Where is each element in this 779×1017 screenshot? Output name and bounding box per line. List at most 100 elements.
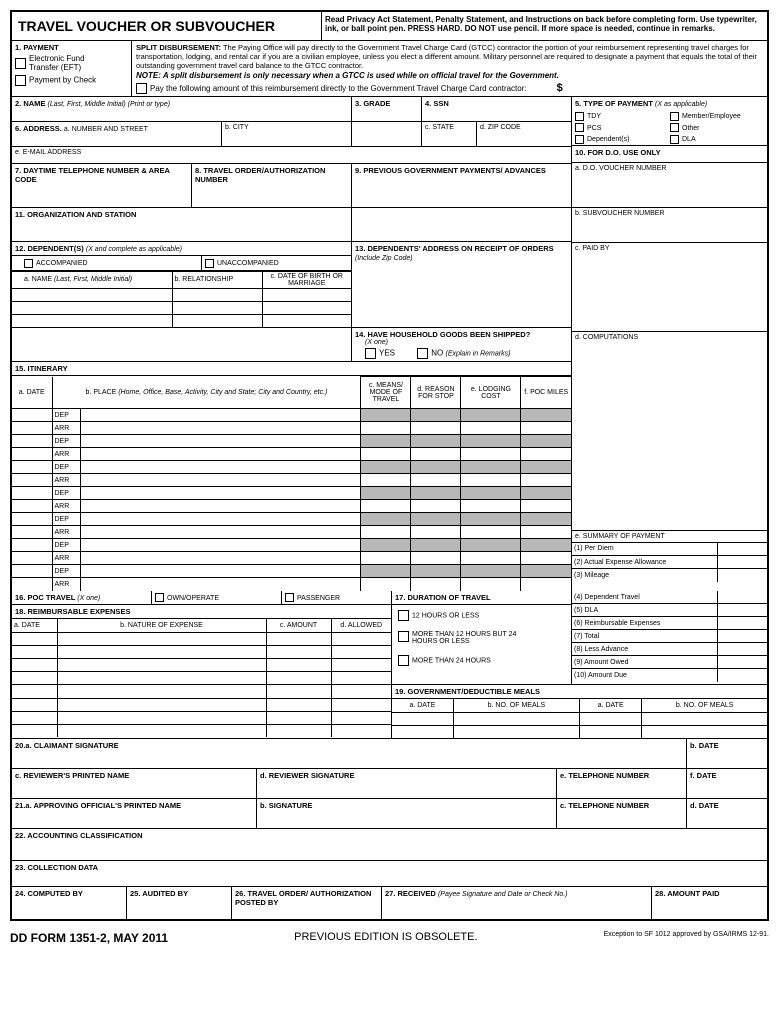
s23: 23. COLLECTION DATA <box>12 861 767 886</box>
s15d: d. REASON FOR STOP <box>411 377 461 409</box>
s12: 12. DEPENDENT(S) <box>15 244 86 253</box>
s10: 10. FOR D.O. USE ONLY <box>572 146 767 162</box>
no: NO <box>431 349 445 358</box>
s21c: c. TELEPHONE NUMBER <box>557 799 687 828</box>
summary-table-2: (4) Dependent Travel (5) DLA (6) Reimbur… <box>572 591 767 682</box>
acc: ACCOMPANIED <box>36 260 88 267</box>
cb-24more[interactable] <box>398 655 409 666</box>
s21a: 21.a. APPROVING OFFICIAL'S PRINTED NAME <box>12 799 257 828</box>
s11: 11. ORGANIZATION AND STATION <box>12 208 352 241</box>
s26: 26. TRAVEL ORDER/ AUTHORIZATION POSTED B… <box>232 887 382 919</box>
s2-hint: (Last, First, Middle Initial) (Print or … <box>48 101 171 108</box>
s5: 5. TYPE OF PAYMENT <box>575 99 655 108</box>
s21d: d. DATE <box>687 799 767 828</box>
s15f: f. POC MILES <box>521 377 571 409</box>
s6a: a. NUMBER AND STREET <box>64 126 148 133</box>
split-title: SPLIT DISBURSEMENT: <box>136 43 221 52</box>
cb-dep[interactable] <box>575 135 584 144</box>
split-text: The Paying Office will pay directly to t… <box>136 43 757 70</box>
noh: (Explain in Remarks) <box>445 351 510 358</box>
s6c: c. STATE <box>422 122 477 146</box>
pay-following: Pay the following amount of this reimbur… <box>150 84 527 93</box>
s20d: d. REVIEWER SIGNATURE <box>257 769 557 798</box>
cb-dla[interactable] <box>670 135 679 144</box>
s24: 24. COMPUTED BY <box>12 887 127 919</box>
cb-12-24[interactable] <box>398 631 409 642</box>
cb-no[interactable] <box>417 348 428 359</box>
s12hint: (X and complete as applicable) <box>86 246 182 253</box>
cb-unacc[interactable] <box>205 259 214 268</box>
exception: Exception to SF 1012 approved by GSA/IRM… <box>604 931 769 945</box>
cb-eft[interactable] <box>15 58 26 69</box>
s13: 13. DEPENDENTS' ADDRESS ON RECEIPT OF OR… <box>355 244 554 253</box>
s1-label: 1. PAYMENT <box>15 43 128 52</box>
s4-label: 4. SSN <box>422 97 571 121</box>
form-container: TRAVEL VOUCHER OR SUBVOUCHER Read Privac… <box>10 10 769 921</box>
cb-payfollowing[interactable] <box>136 83 147 94</box>
s20b: b. DATE <box>687 739 767 768</box>
s6-label: 6. ADDRESS. <box>15 124 64 133</box>
s6d: d. ZIP CODE <box>477 122 571 146</box>
form-id: DD FORM 1351-2, MAY 2011 <box>10 931 168 945</box>
reimbursable-table: a. DATEb. NATURE OF EXPENSEc. AMOUNTd. A… <box>12 619 391 684</box>
yes: YES <box>379 349 395 358</box>
s12a: a. NAME <box>24 276 54 283</box>
s2-label: 2. NAME <box>15 99 48 108</box>
cb-other[interactable] <box>670 123 679 132</box>
cb-pass[interactable] <box>285 593 294 602</box>
cb-pcs[interactable] <box>575 123 584 132</box>
header-instructions: Read Privacy Act Statement, Penalty Stat… <box>322 12 767 40</box>
cb-member[interactable] <box>670 112 679 121</box>
s27: 27. RECEIVED <box>385 889 438 898</box>
s16: 16. POC TRAVEL <box>15 593 77 602</box>
cb-tdy[interactable] <box>575 112 584 121</box>
unacc: UNACCOMPANIED <box>217 260 279 267</box>
cb-12less[interactable] <box>398 610 409 621</box>
s5h: (X as applicable) <box>655 101 707 108</box>
cb-own[interactable] <box>155 593 164 602</box>
s19: 19. GOVERNMENT/DEDUCTIBLE MEALS <box>392 685 767 698</box>
reimbursable-table-2 <box>12 685 391 737</box>
s14: 14. HAVE HOUSEHOLD GOODS BEEN SHIPPED? <box>355 330 530 339</box>
s28: 28. AMOUNT PAID <box>652 887 767 919</box>
s13h: (Include Zip Code) <box>355 255 413 262</box>
obsolete: PREVIOUS EDITION IS OBSOLETE. <box>168 931 604 945</box>
eft-label: Electronic Fund Transfer (EFT) <box>29 54 109 72</box>
s12b: b. RELATIONSHIP <box>172 271 262 288</box>
s8: 8. TRAVEL ORDER/AUTHORIZATION NUMBER <box>192 164 352 207</box>
s18: 18. REIMBURSABLE EXPENSES <box>12 605 391 618</box>
s15c: c. MEANS/ MODE OF TRAVEL <box>361 377 411 409</box>
s25: 25. AUDITED BY <box>127 887 232 919</box>
s10c: c. PAID BY <box>572 243 767 331</box>
s14h: (X one) <box>355 339 568 346</box>
check-label: Payment by Check <box>29 76 96 85</box>
s20e: e. TELEPHONE NUMBER <box>557 769 687 798</box>
summary-table: (1) Per Diem (2) Actual Expense Allowanc… <box>572 543 767 582</box>
s20f: f. DATE <box>687 769 767 798</box>
s10a: a. D.O. VOUCHER NUMBER <box>572 163 767 207</box>
s6e: e. E-MAIL ADDRESS <box>12 147 571 163</box>
cb-yes[interactable] <box>365 348 376 359</box>
dependents-table: a. NAME (Last, First, Middle Initial) b.… <box>12 271 351 328</box>
s3-label: 3. GRADE <box>352 97 422 121</box>
s12ah: (Last, First, Middle Initial) <box>54 276 132 283</box>
cb-check[interactable] <box>15 75 26 86</box>
s15e: e. LODGING COST <box>461 377 521 409</box>
s20c: c. REVIEWER'S PRINTED NAME <box>12 769 257 798</box>
cb-acc[interactable] <box>24 259 33 268</box>
s21b: b. SIGNATURE <box>257 799 557 828</box>
s15b: b. PLACE <box>86 389 119 396</box>
s17: 17. DURATION OF TRAVEL <box>392 591 571 604</box>
s20a: 20.a. CLAIMANT SIGNATURE <box>12 739 687 768</box>
s12c: c. DATE OF BIRTH OR MARRIAGE <box>262 271 351 288</box>
s10e: e. SUMMARY OF PAYMENT <box>572 531 767 542</box>
s10b: b. SUBVOUCHER NUMBER <box>572 208 767 242</box>
s15: 15. ITINERARY <box>12 362 571 375</box>
s9: 9. PREVIOUS GOVERNMENT PAYMENTS/ ADVANCE… <box>352 164 571 207</box>
s7: 7. DAYTIME TELEPHONE NUMBER & AREA CODE <box>12 164 192 207</box>
meals-table: a. DATEb. NO. OF MEALSa. DATEb. NO. OF M… <box>392 699 767 738</box>
dollar: $ <box>557 82 563 94</box>
s15bh: (Home, Office, Base, Activity, City and … <box>118 389 327 396</box>
s10d: d. COMPUTATIONS <box>572 332 767 530</box>
s15a: a. DATE <box>12 377 52 409</box>
